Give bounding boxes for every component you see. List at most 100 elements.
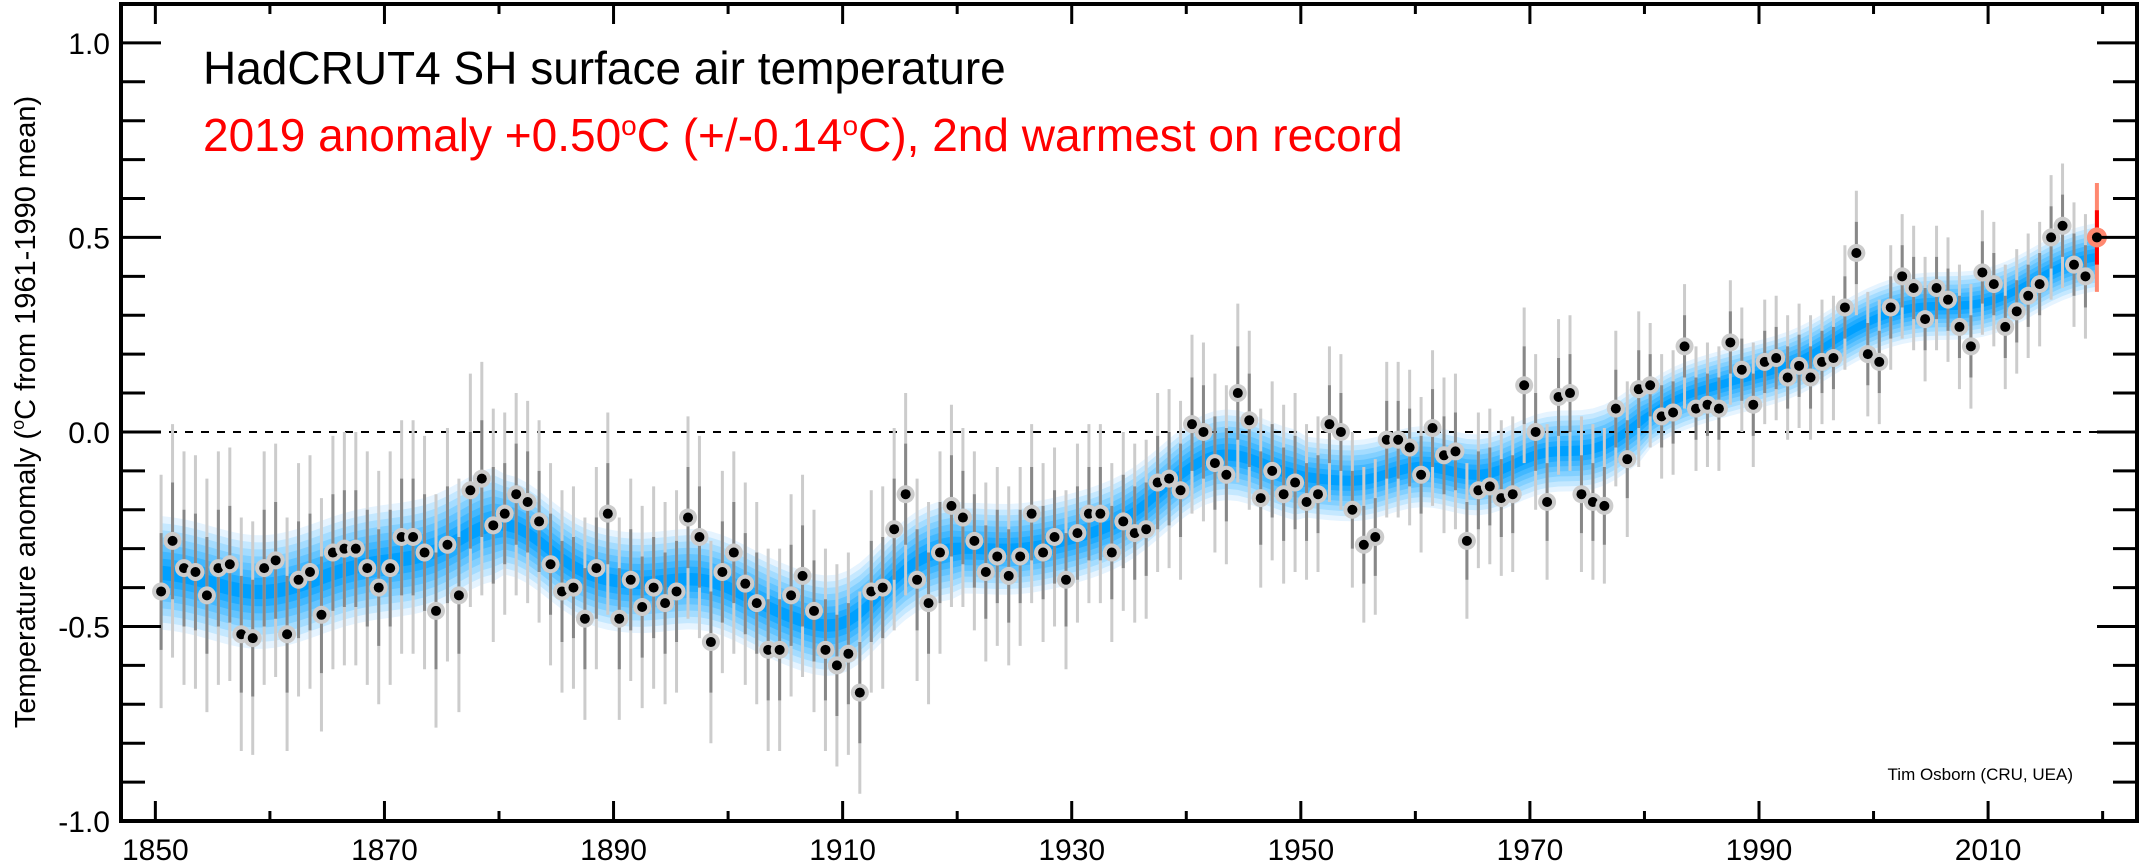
degree-sup-2: o bbox=[843, 110, 859, 141]
data-point bbox=[385, 563, 396, 574]
data-point bbox=[843, 648, 854, 659]
x-tick-label: 1890 bbox=[580, 834, 647, 865]
data-point bbox=[1141, 524, 1152, 535]
data-point bbox=[625, 574, 636, 585]
data-point bbox=[1347, 504, 1358, 515]
data-point bbox=[957, 512, 968, 523]
data-point bbox=[1633, 384, 1644, 395]
data-point bbox=[213, 563, 224, 574]
data-point bbox=[1530, 426, 1541, 437]
data-point bbox=[1851, 247, 1862, 258]
subtitle-prefix: 2019 anomaly +0.50 bbox=[203, 109, 621, 161]
data-point bbox=[1496, 493, 1507, 504]
data-point bbox=[293, 574, 304, 585]
data-point bbox=[545, 559, 556, 570]
data-point bbox=[1977, 267, 1988, 278]
data-point bbox=[339, 543, 350, 554]
y-tick-label: 1.0 bbox=[68, 28, 110, 61]
y-tick-label: 0.5 bbox=[68, 222, 110, 255]
data-point bbox=[1416, 469, 1427, 480]
data-point bbox=[442, 539, 453, 550]
data-point bbox=[1278, 489, 1289, 500]
data-point bbox=[1759, 356, 1770, 367]
data-point bbox=[201, 590, 212, 601]
data-point bbox=[1381, 434, 1392, 445]
y-tick-label: -0.5 bbox=[58, 611, 110, 644]
data-point bbox=[1393, 434, 1404, 445]
data-point bbox=[373, 582, 384, 593]
data-point bbox=[1725, 337, 1736, 348]
data-point bbox=[1713, 403, 1724, 414]
smoothed-band-layer bbox=[161, 227, 2097, 670]
data-point bbox=[2034, 279, 2045, 290]
data-point bbox=[2046, 232, 2057, 243]
data-point bbox=[1656, 411, 1667, 422]
data-point bbox=[992, 551, 1003, 562]
data-point bbox=[866, 586, 877, 597]
data-point bbox=[2023, 290, 2034, 301]
y-tick-label: -1.0 bbox=[58, 806, 110, 839]
data-point bbox=[1164, 473, 1175, 484]
data-point bbox=[671, 586, 682, 597]
data-point bbox=[1072, 528, 1083, 539]
data-point bbox=[1038, 547, 1049, 558]
data-point bbox=[408, 531, 419, 542]
data-point bbox=[1565, 388, 1575, 399]
data-point bbox=[1290, 477, 1301, 488]
x-tick-label: 1910 bbox=[809, 834, 876, 865]
data-point bbox=[1404, 442, 1415, 453]
data-point bbox=[1885, 302, 1896, 313]
data-point bbox=[419, 547, 430, 558]
data-point bbox=[1313, 489, 1323, 500]
data-point bbox=[1461, 535, 1472, 546]
data-point bbox=[1679, 341, 1690, 352]
data-point bbox=[1599, 500, 1610, 511]
data-points bbox=[152, 216, 2095, 702]
highlight-2019 bbox=[2086, 182, 2107, 292]
data-point bbox=[935, 547, 945, 558]
data-point bbox=[1061, 574, 1071, 585]
data-point bbox=[614, 613, 625, 624]
data-point bbox=[1519, 380, 1530, 391]
data-point bbox=[1782, 372, 1793, 383]
data-point bbox=[522, 496, 533, 507]
data-point bbox=[1965, 341, 1976, 352]
error-bars bbox=[159, 163, 2087, 794]
data-point bbox=[820, 644, 831, 655]
data-point bbox=[591, 563, 602, 574]
data-point bbox=[453, 590, 464, 601]
data-point bbox=[488, 520, 499, 531]
data-point bbox=[1106, 547, 1117, 558]
data-point bbox=[1095, 508, 1106, 519]
data-point bbox=[247, 633, 258, 644]
data-point bbox=[1805, 372, 1816, 383]
x-tick-label: 2010 bbox=[1955, 834, 2022, 865]
ylabel-suffix: C from 1961-1990 mean) bbox=[10, 96, 42, 420]
data-point bbox=[1702, 399, 1713, 410]
data-point bbox=[923, 598, 934, 609]
x-tick-label: 1950 bbox=[1267, 834, 1334, 865]
data-point bbox=[327, 547, 338, 558]
data-point bbox=[1954, 321, 1965, 332]
data-point bbox=[431, 605, 441, 616]
ylabel-prefix: Temperature anomaly ( bbox=[10, 430, 42, 729]
data-point bbox=[877, 582, 888, 593]
data-point bbox=[2069, 259, 2079, 270]
data-point bbox=[259, 563, 270, 574]
data-point bbox=[1553, 391, 1564, 402]
data-point bbox=[2080, 271, 2091, 282]
axis-ticks bbox=[121, 2, 2137, 823]
data-point bbox=[660, 598, 671, 609]
data-point bbox=[476, 473, 487, 484]
data-point bbox=[980, 567, 991, 578]
data-point bbox=[270, 555, 281, 566]
data-point bbox=[912, 574, 923, 585]
data-point bbox=[350, 543, 361, 554]
data-point bbox=[1931, 283, 1942, 294]
data-point bbox=[1358, 539, 1369, 550]
data-point bbox=[1232, 388, 1243, 399]
y-axis-label: Temperature anomaly (oC from 1961-1990 m… bbox=[8, 96, 42, 728]
data-point bbox=[568, 582, 579, 593]
data-point bbox=[316, 609, 327, 620]
